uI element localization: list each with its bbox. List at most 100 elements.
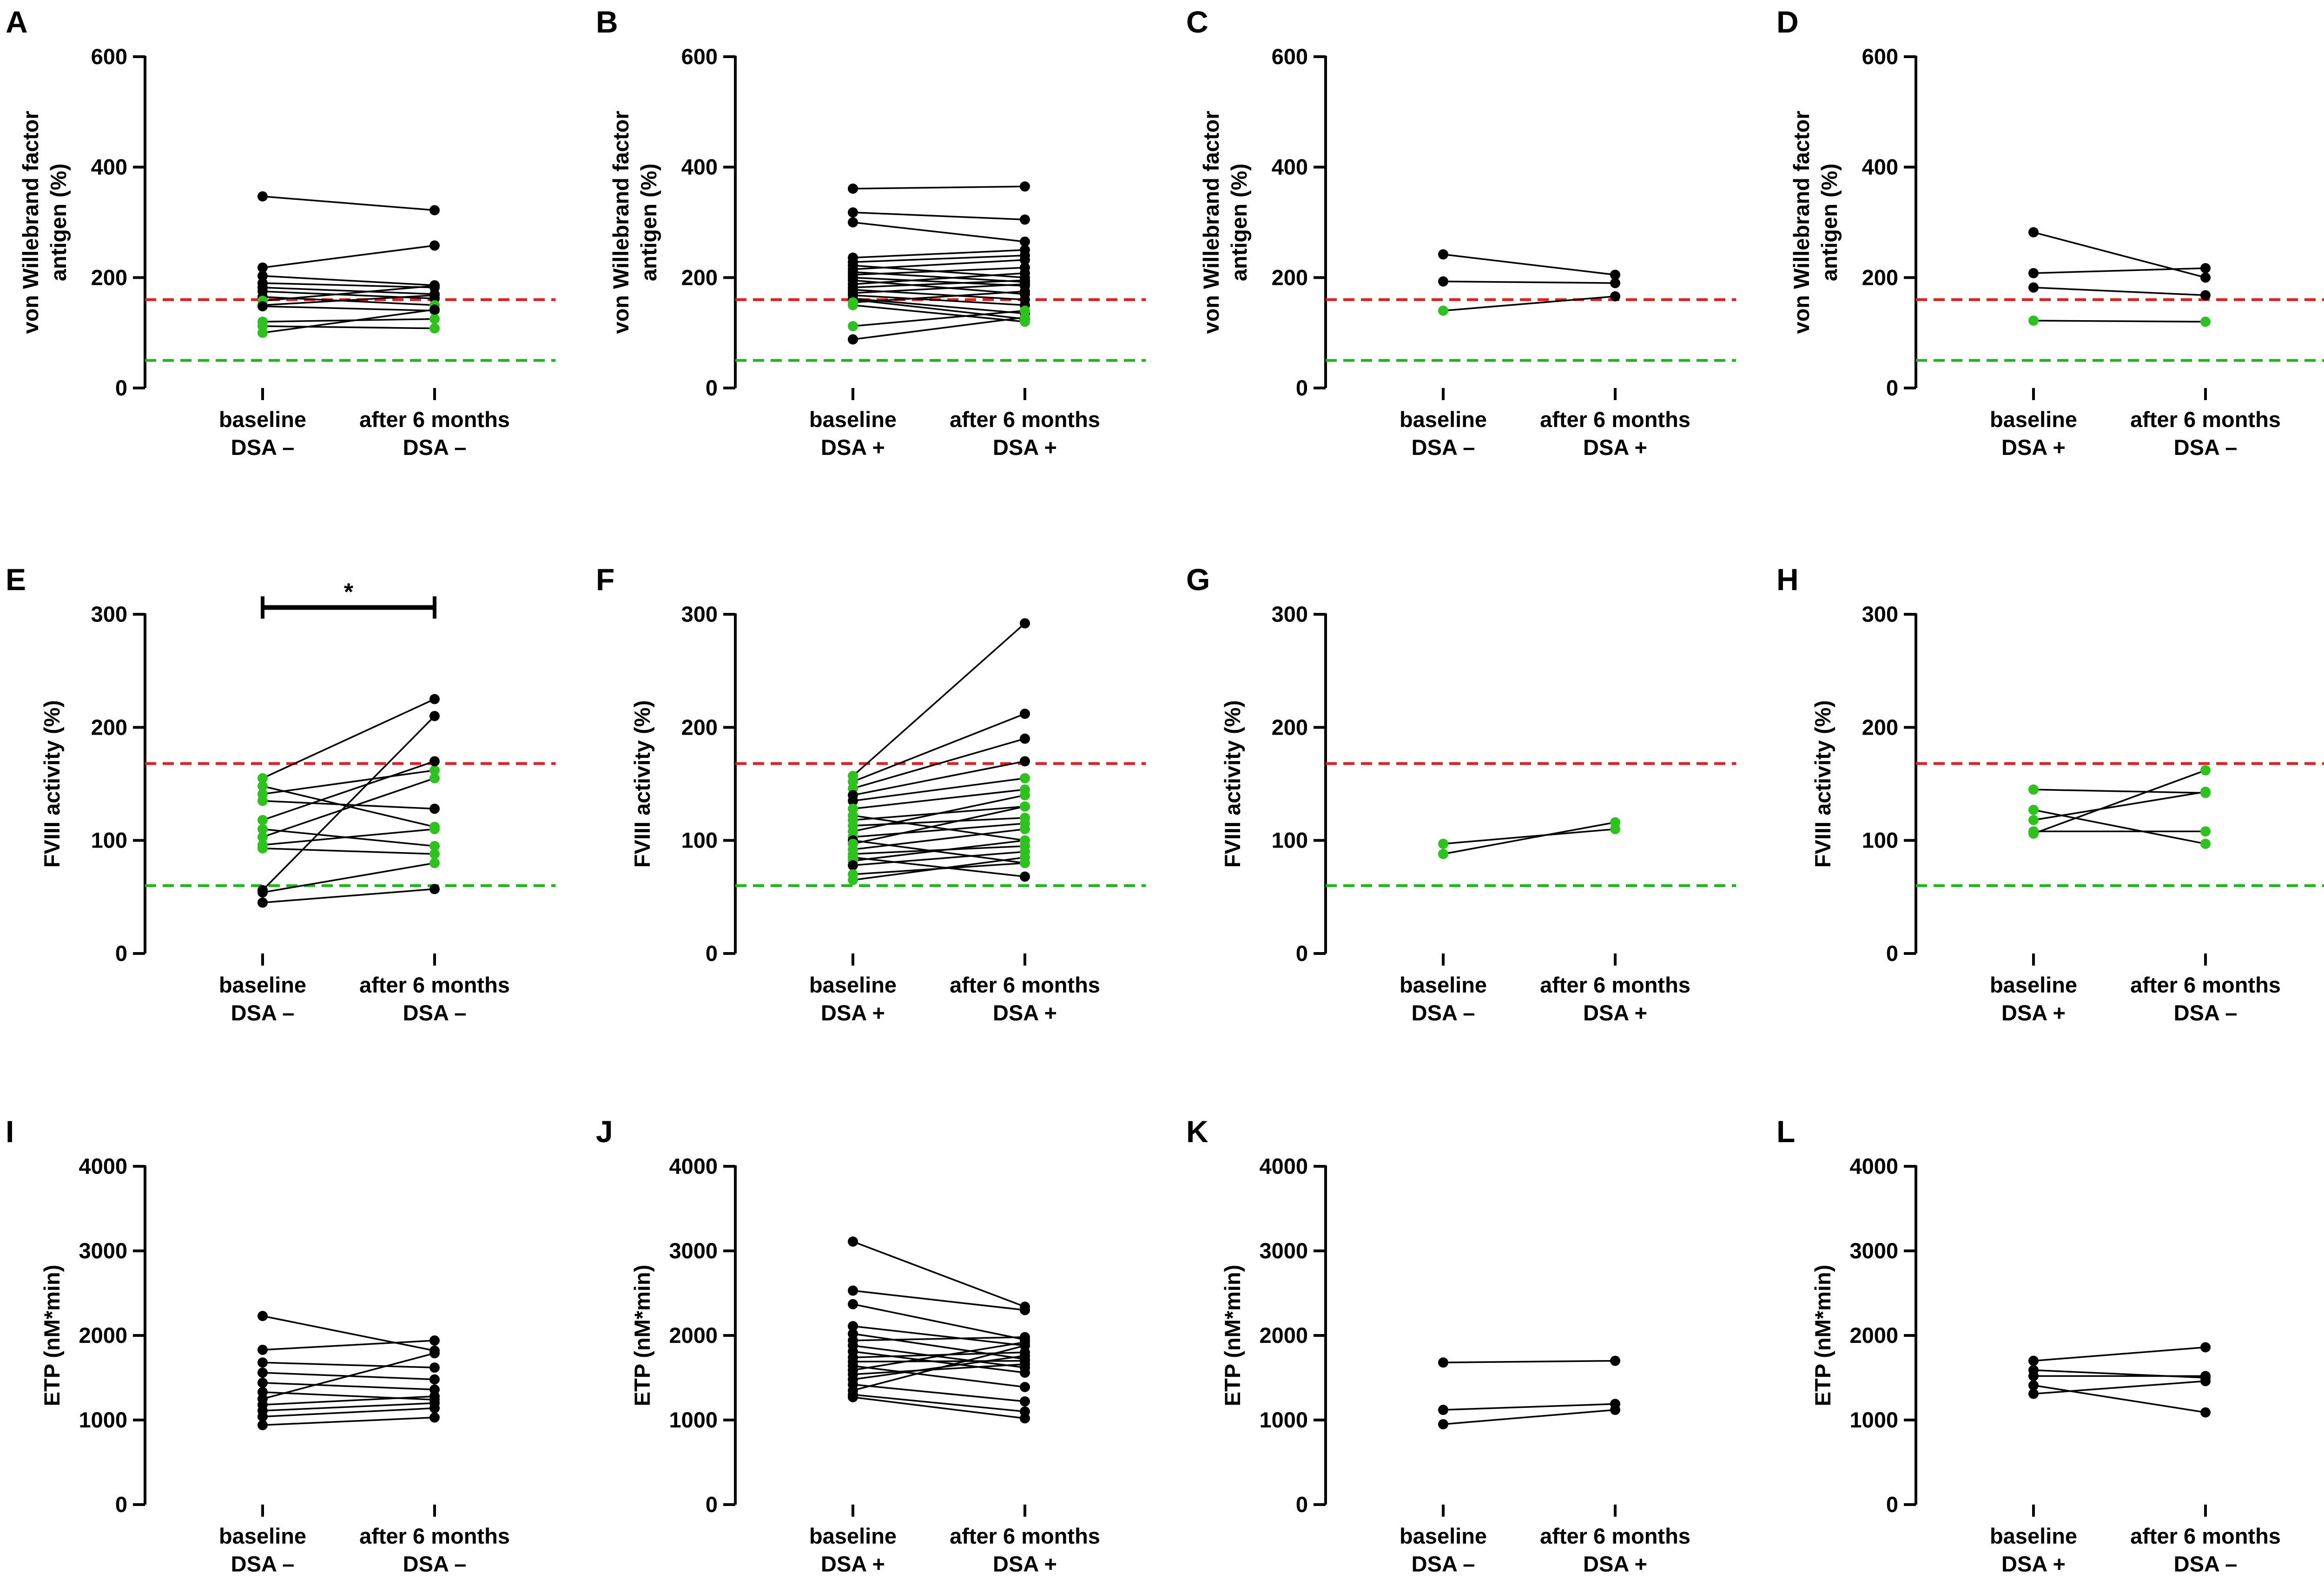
category-label: after 6 months [359,1524,510,1548]
y-tick-label: 3000 [79,1238,127,1263]
pair-line [852,294,1025,306]
category-label: after 6 months [950,407,1100,432]
data-point-after [1020,1350,1030,1361]
data-point-baseline [848,874,858,885]
pair-line [852,1303,1025,1341]
y-tick-label: 0 [706,1492,718,1517]
pair-line [852,1383,1025,1402]
data-point-baseline [2028,804,2039,815]
pair-line [262,1402,435,1412]
y-tick-label: 3000 [669,1238,718,1263]
pair-line [262,888,435,904]
category-label: DSA + [993,1000,1057,1025]
data-point-after [429,694,440,704]
data-point-after [429,858,440,868]
pair-line [262,698,435,779]
data-point-baseline [2028,316,2039,326]
category-label: DSA + [2001,435,2066,460]
data-point-after [1020,773,1030,783]
panel-letter: G [1186,562,1210,597]
pair-line [262,800,435,810]
pair-line [852,856,1025,881]
data-point-baseline [2028,828,2039,839]
panel-g: G 0 100 200 300 FVIII activity (%) baseline DSA… [1186,562,1736,1025]
data-point-after [1610,270,1620,280]
pair-line [852,851,1025,866]
y-axis-label: von Willebrand factor [1199,111,1223,334]
data-point-baseline [2028,1371,2039,1381]
y-axis-label: von Willebrand factor [608,111,633,334]
data-point-baseline [2028,227,2039,237]
data-point-baseline [848,334,858,345]
data-point-baseline [257,832,268,842]
y-axis-label: antigen (%) [636,164,661,281]
data-point-after [1610,1355,1620,1366]
pair-line [262,282,435,289]
y-tick-label: 4000 [79,1154,127,1178]
y-tick-label: 1000 [79,1407,127,1432]
category-label: after 6 months [2130,1524,2281,1548]
y-axis-label: ETP (nM*min) [1220,1265,1245,1407]
data-point-baseline [257,191,268,202]
data-point-after [2200,272,2211,283]
y-tick-label: 0 [1886,941,1898,966]
data-point-after [429,773,440,783]
data-point-after [2200,1342,2211,1353]
data-point-baseline [257,262,268,273]
data-point-after [429,884,440,894]
data-point-baseline [257,1420,268,1430]
data-point-after [1610,291,1620,302]
data-point-after [2200,1376,2211,1387]
pair-line [852,828,1025,850]
y-tick-label: 2000 [669,1323,718,1348]
y-tick-label: 600 [91,44,127,69]
y-tick-label: 2000 [1849,1323,1898,1348]
y-tick-label: 4000 [1849,1154,1898,1178]
data-point-after [429,841,440,851]
panel-letter: H [1776,562,1799,597]
y-tick-label: 100 [91,828,127,853]
data-point-after [1020,824,1030,835]
data-point-baseline [257,1344,268,1355]
data-point-after [1020,1368,1030,1378]
data-point-after [2200,290,2211,301]
y-tick-label: 2000 [79,1323,127,1348]
data-point-baseline [1438,1405,1448,1415]
data-point-baseline [2028,268,2039,278]
data-point-baseline [848,207,858,218]
data-point-baseline [848,300,858,310]
pair-line [852,839,1025,862]
pair-line [1443,1403,1616,1411]
pair-line [1443,295,1616,312]
data-point-baseline [257,1311,268,1322]
pair-line [262,1361,435,1368]
data-point-baseline [1438,1357,1448,1368]
pair-line [262,715,436,891]
data-point-after [429,1403,440,1414]
data-point-after [1020,279,1030,289]
y-tick-label: 1000 [1849,1407,1898,1432]
data-point-after [429,1362,440,1373]
data-point-baseline [257,1377,268,1388]
pair-line [2033,769,2206,835]
category-label: after 6 months [1540,407,1690,432]
data-point-after [429,848,440,859]
pair-line [852,817,1025,827]
pair-line [852,1336,1025,1341]
data-point-after [2200,838,2211,849]
pair-line [262,286,435,295]
data-point-after [429,824,440,835]
pair-line [2033,809,2206,845]
category-label: DSA + [1583,1000,1647,1025]
y-axis-label: FVIII activity (%) [630,700,654,868]
pair-line [2033,286,2206,296]
pair-line [2033,1346,2206,1362]
category-label: after 6 months [2130,973,2281,997]
data-point-baseline [2028,1380,2039,1391]
pair-line [852,1341,1025,1371]
data-point-baseline [1438,838,1448,849]
category-label: DSA + [821,1552,885,1576]
panel-d: D 0 200 400 600 von Willebrand factor antigen … [1776,5,2324,460]
category-label: DSA – [1412,1552,1475,1576]
data-point-after [429,1335,440,1346]
